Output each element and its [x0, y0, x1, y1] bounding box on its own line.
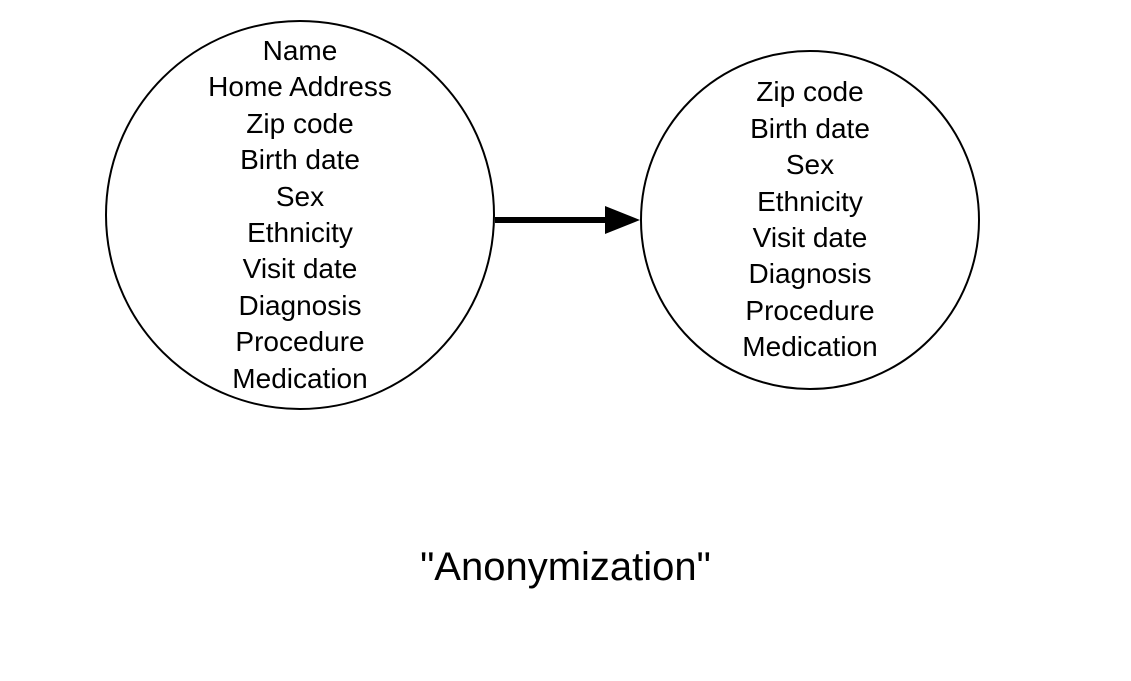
field-diagnosis: Diagnosis	[749, 256, 872, 292]
source-data-circle: Name Home Address Zip code Birth date Se…	[105, 20, 495, 410]
field-zip-code: Zip code	[246, 106, 353, 142]
field-medication: Medication	[232, 361, 367, 397]
field-birth-date: Birth date	[750, 111, 870, 147]
field-home-address: Home Address	[208, 69, 392, 105]
field-ethnicity: Ethnicity	[757, 184, 863, 220]
field-name: Name	[263, 33, 338, 69]
anonymized-data-circle: Zip code Birth date Sex Ethnicity Visit …	[640, 50, 980, 390]
field-birth-date: Birth date	[240, 142, 360, 178]
anonymization-arrow	[495, 200, 640, 240]
field-procedure: Procedure	[235, 324, 364, 360]
field-sex: Sex	[276, 179, 324, 215]
field-visit-date: Visit date	[243, 251, 358, 287]
field-sex: Sex	[786, 147, 834, 183]
field-medication: Medication	[742, 329, 877, 365]
field-procedure: Procedure	[745, 293, 874, 329]
field-ethnicity: Ethnicity	[247, 215, 353, 251]
field-diagnosis: Diagnosis	[239, 288, 362, 324]
field-zip-code: Zip code	[756, 74, 863, 110]
arrow-icon	[495, 200, 640, 240]
field-visit-date: Visit date	[753, 220, 868, 256]
diagram-caption: "Anonymization"	[0, 545, 1131, 590]
